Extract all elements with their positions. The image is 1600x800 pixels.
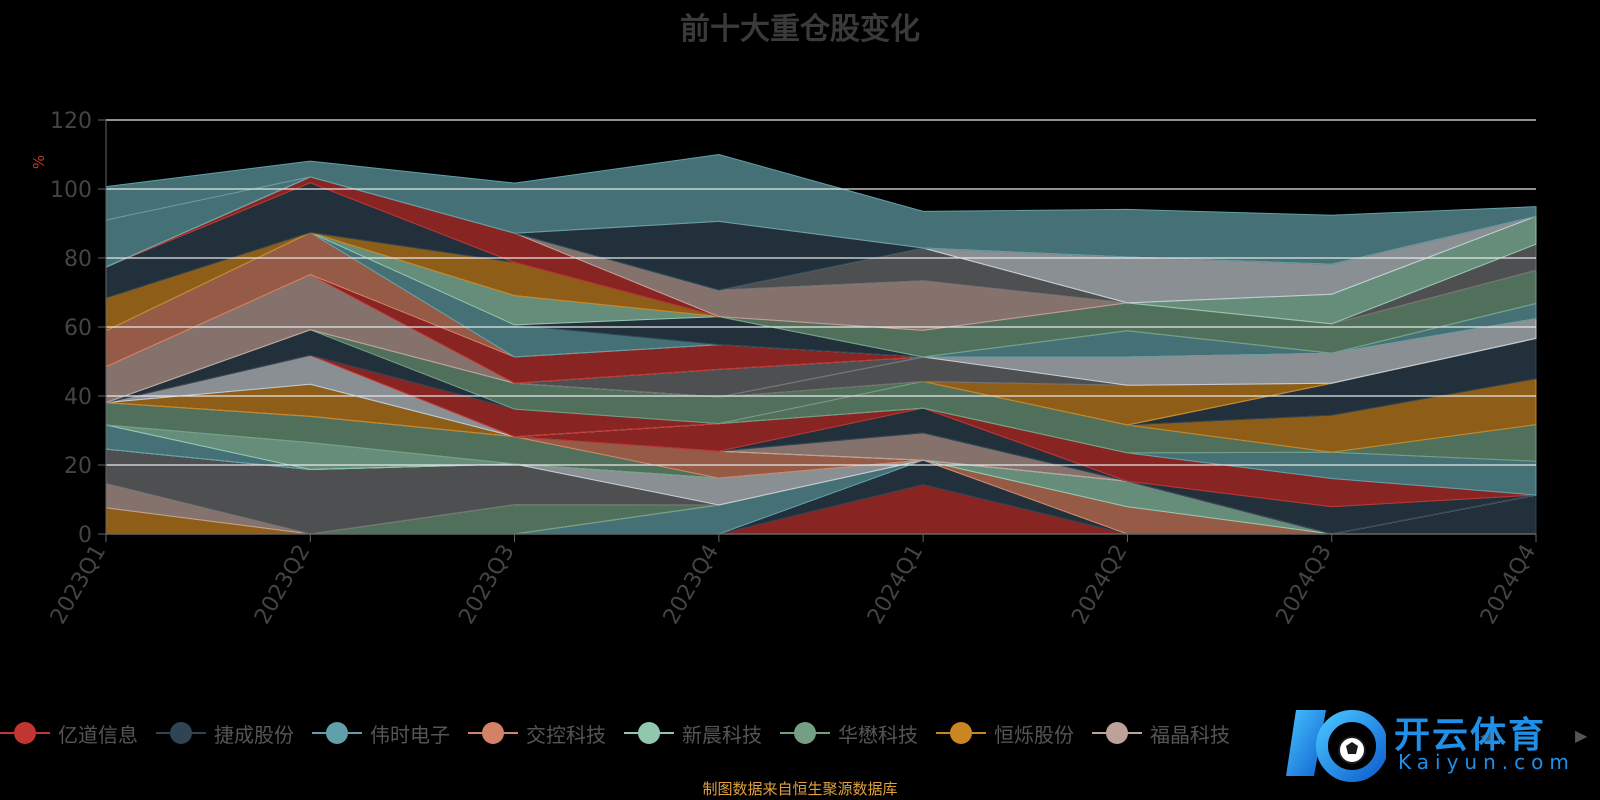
legend-label: 亿道信息 xyxy=(58,722,138,747)
legend-item[interactable]: 华懋科技 xyxy=(780,719,918,748)
area-series-group xyxy=(105,153,1537,535)
source-note: 制图数据来自恒生聚源数据库 xyxy=(702,780,898,798)
legend-item[interactable]: 交控科技 xyxy=(468,719,606,748)
legend-marker-icon xyxy=(468,721,518,745)
legend-label: 捷成股份 xyxy=(214,722,294,747)
x-tick-label: 2023Q4 xyxy=(659,541,724,629)
legend-next-icon[interactable]: ▶ xyxy=(1575,726,1588,745)
area-series-49 xyxy=(105,153,1537,265)
legend-prev-icon[interactable]: ◀ xyxy=(1480,726,1493,745)
legend-label: 交控科技 xyxy=(526,722,606,747)
y-tick-label: 100 xyxy=(50,178,92,203)
y-axis-label: % xyxy=(30,155,48,169)
legend-marker-icon xyxy=(1092,721,1142,745)
legend-marker-icon xyxy=(0,721,50,745)
chart-title: 前十大重仓股变化 xyxy=(680,12,920,47)
x-tick-label: 2024Q1 xyxy=(863,541,928,629)
legend-item[interactable]: 新晨科技 xyxy=(624,719,762,748)
legend-marker-icon xyxy=(780,721,830,745)
y-tick-label: 40 xyxy=(64,385,92,410)
y-tick-label: 0 xyxy=(78,523,92,548)
grid-lines xyxy=(106,119,1536,466)
legend-marker-icon xyxy=(624,721,674,745)
legend-item[interactable]: 恒烁股份 xyxy=(936,719,1074,748)
x-tick-label: 2023Q3 xyxy=(454,541,519,629)
legend-label: 恒烁股份 xyxy=(994,722,1074,747)
legend-item[interactable]: 伟时电子 xyxy=(312,719,450,748)
legend-label: 新晨科技 xyxy=(682,722,762,747)
watermark-subtext: Kaiyun.com xyxy=(1398,750,1575,774)
x-tick-label: 2023Q2 xyxy=(250,541,315,629)
x-tick-label: 2024Q2 xyxy=(1067,541,1132,629)
legend-item[interactable]: 捷成股份 xyxy=(156,719,294,748)
x-tick-label: 2024Q3 xyxy=(1272,541,1337,629)
legend-marker-icon xyxy=(936,721,986,745)
y-tick-label: 20 xyxy=(64,454,92,479)
legend: 亿道信息 捷成股份 伟时电子 交控科技 新晨科技 华懋科技 恒烁股份 福晶科技 xyxy=(0,716,1248,750)
legend-marker-icon xyxy=(156,721,206,745)
x-tick-label: 2023Q1 xyxy=(46,541,111,629)
watermark-logo-icon xyxy=(1286,710,1388,782)
legend-item[interactable]: 亿道信息 xyxy=(0,719,138,748)
y-tick-label: 120 xyxy=(50,109,92,134)
y-tick-label: 80 xyxy=(64,247,92,272)
x-tick-label: 2024Q4 xyxy=(1476,541,1541,629)
y-tick-label: 60 xyxy=(64,316,92,341)
legend-label: 伟时电子 xyxy=(370,722,450,747)
watermark: 开云体育 Kaiyun.com xyxy=(1286,700,1586,786)
legend-marker-icon xyxy=(312,721,362,745)
legend-label: 华懋科技 xyxy=(838,722,918,747)
legend-label: 福晶科技 xyxy=(1150,722,1230,747)
legend-item[interactable]: 福晶科技 xyxy=(1092,719,1230,748)
watermark-text: 开云体育 xyxy=(1394,715,1547,756)
